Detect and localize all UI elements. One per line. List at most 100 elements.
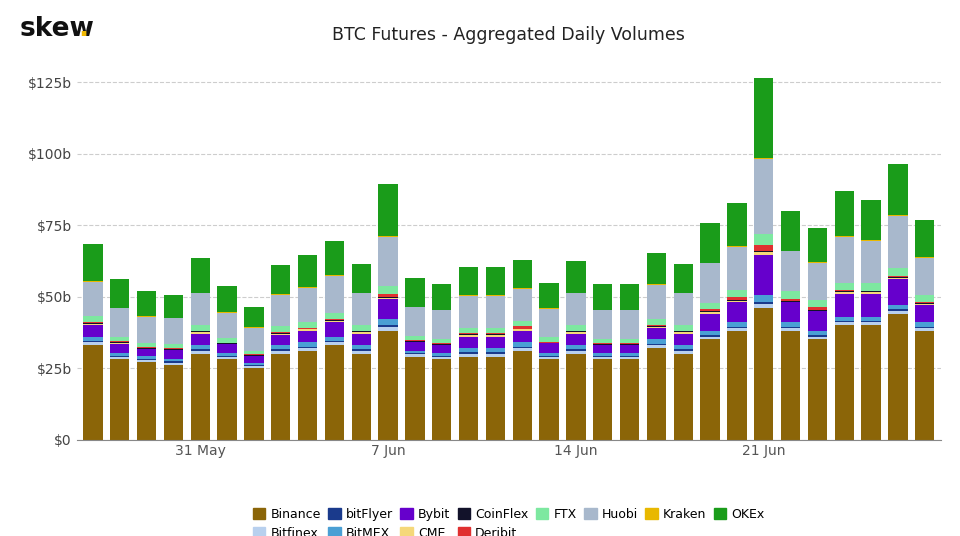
Bar xyxy=(513,330,532,331)
Bar xyxy=(84,282,103,316)
Bar xyxy=(566,334,586,345)
Bar xyxy=(566,345,586,349)
Bar xyxy=(540,360,559,440)
Bar xyxy=(728,331,747,440)
Bar xyxy=(674,345,693,349)
Bar xyxy=(110,344,130,353)
Bar xyxy=(191,325,210,331)
Bar xyxy=(754,252,774,255)
Bar xyxy=(84,281,103,282)
Bar xyxy=(888,277,907,278)
Bar xyxy=(593,344,612,345)
Bar xyxy=(84,343,103,345)
Bar xyxy=(486,335,505,337)
Bar xyxy=(84,322,103,323)
Bar xyxy=(861,317,880,321)
Bar xyxy=(513,321,532,326)
Bar xyxy=(807,311,827,331)
Bar xyxy=(888,305,907,309)
Bar xyxy=(324,341,344,343)
Bar xyxy=(378,236,397,237)
Bar xyxy=(164,350,183,359)
Bar xyxy=(566,332,586,334)
Bar xyxy=(137,291,156,316)
Bar xyxy=(298,351,317,440)
Bar xyxy=(888,164,907,215)
Bar xyxy=(110,337,130,341)
Bar xyxy=(701,303,720,309)
Bar xyxy=(137,343,156,347)
Bar xyxy=(861,291,880,292)
Bar xyxy=(888,267,907,276)
Bar xyxy=(915,331,934,440)
Bar xyxy=(513,343,532,347)
Bar xyxy=(405,308,424,336)
Bar xyxy=(324,321,344,322)
Bar xyxy=(271,354,290,440)
Bar xyxy=(164,349,183,350)
Bar xyxy=(834,294,853,317)
Bar xyxy=(754,234,774,245)
Bar xyxy=(754,308,774,440)
Bar xyxy=(244,366,264,368)
Bar xyxy=(459,327,478,333)
Bar xyxy=(834,190,853,236)
Bar xyxy=(593,343,612,344)
Bar xyxy=(540,342,559,343)
Bar xyxy=(137,360,156,362)
Bar xyxy=(728,297,747,300)
Bar xyxy=(540,356,559,357)
Bar xyxy=(674,354,693,440)
Bar xyxy=(593,310,612,339)
Bar xyxy=(647,339,666,344)
Bar xyxy=(351,354,371,440)
Bar xyxy=(351,345,371,349)
Bar xyxy=(324,345,344,440)
Bar xyxy=(244,327,264,351)
Bar xyxy=(674,325,693,331)
Bar xyxy=(674,334,693,345)
Bar xyxy=(271,326,290,332)
Bar xyxy=(647,344,666,345)
Bar xyxy=(513,347,532,348)
Bar xyxy=(432,310,451,339)
Bar xyxy=(915,257,934,258)
Bar xyxy=(164,295,183,318)
Bar xyxy=(593,353,612,356)
Bar xyxy=(540,344,559,353)
Bar xyxy=(566,331,586,332)
Bar xyxy=(620,345,639,353)
Bar xyxy=(298,343,317,347)
Bar xyxy=(540,338,559,342)
Bar xyxy=(834,325,853,440)
Bar xyxy=(432,339,451,343)
Bar xyxy=(271,335,290,345)
Bar xyxy=(915,258,934,295)
Bar xyxy=(728,302,747,322)
Bar xyxy=(566,261,586,293)
Bar xyxy=(378,325,397,326)
Bar xyxy=(807,310,827,311)
Bar xyxy=(351,325,371,331)
Bar xyxy=(780,322,801,326)
Bar xyxy=(432,360,451,440)
Bar xyxy=(620,356,639,357)
Bar xyxy=(486,348,505,352)
Bar xyxy=(728,301,747,302)
Bar xyxy=(754,251,774,252)
Bar xyxy=(324,337,344,341)
Bar xyxy=(513,260,532,288)
Bar xyxy=(754,245,774,251)
Bar xyxy=(620,360,639,440)
Bar xyxy=(324,241,344,276)
Bar xyxy=(888,311,907,314)
Bar xyxy=(513,329,532,330)
Bar xyxy=(432,353,451,356)
Bar xyxy=(861,321,880,322)
Bar xyxy=(701,311,720,312)
Bar xyxy=(351,349,371,351)
Bar xyxy=(486,333,505,334)
Bar xyxy=(298,288,317,322)
Bar xyxy=(137,347,156,348)
Bar xyxy=(351,264,371,293)
